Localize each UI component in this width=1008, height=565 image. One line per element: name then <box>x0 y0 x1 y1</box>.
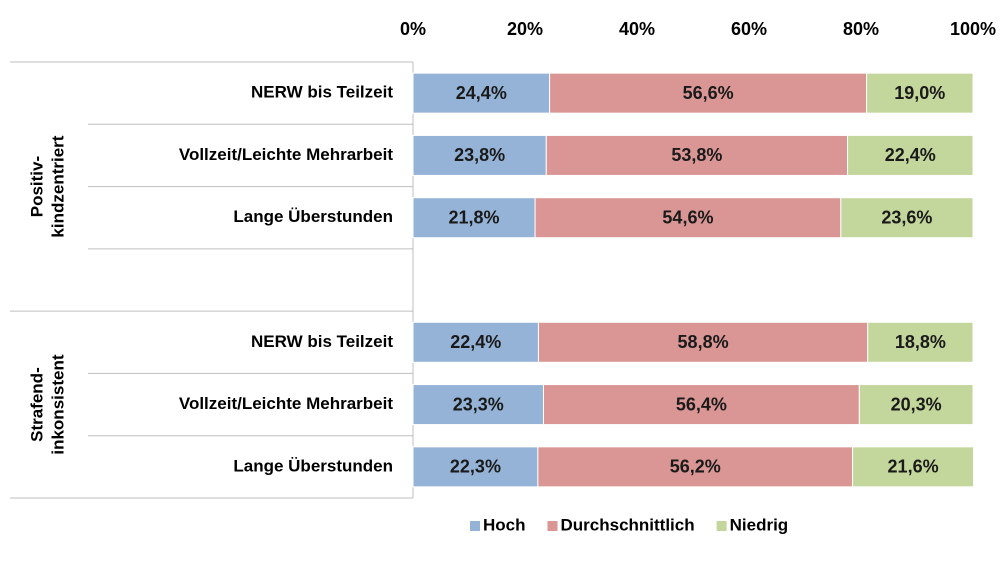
bar-segment <box>840 197 974 239</box>
bar-segment <box>412 134 547 176</box>
bar-segment <box>412 197 536 239</box>
bar-segment <box>867 321 974 363</box>
value-label: 56,2% <box>670 457 721 477</box>
x-tick-label: 20% <box>507 19 543 39</box>
legend-label: Durchschnittlich <box>561 515 695 534</box>
value-label: 20,3% <box>891 394 942 414</box>
bar-segment <box>858 384 974 426</box>
category-label: Lange Überstunden <box>233 456 393 475</box>
x-tick-label: 100% <box>950 19 996 39</box>
bar-segment <box>549 72 868 114</box>
x-tick-label: 40% <box>619 19 655 39</box>
category-label: Vollzeit/Leichte Mehrarbeit <box>179 394 393 413</box>
bar-segment <box>412 384 544 426</box>
legend-swatch <box>547 521 558 531</box>
bar-segment <box>847 134 974 176</box>
group-label: Positiv- <box>27 156 46 217</box>
bar-segment <box>412 321 539 363</box>
category-label: Lange Überstunden <box>233 207 393 226</box>
bar-segment <box>537 321 869 363</box>
category-label: NERW bis Teilzeit <box>251 332 393 351</box>
legend-label: Hoch <box>483 515 526 534</box>
value-label: 19,0% <box>894 83 945 103</box>
value-label: 56,6% <box>683 83 734 103</box>
bar-segment <box>534 197 842 239</box>
value-label: 22,4% <box>885 145 936 165</box>
legend-label: Niedrig <box>730 515 789 534</box>
x-tick-label: 60% <box>731 19 767 39</box>
value-label: 21,6% <box>888 457 939 477</box>
bar-segment <box>412 446 539 488</box>
value-label: 56,4% <box>676 394 727 414</box>
bar-segment <box>537 446 854 488</box>
legend-swatch <box>716 521 727 531</box>
value-label: 23,6% <box>881 207 932 227</box>
category-label: NERW bis Teilzeit <box>251 83 393 102</box>
bar-segment <box>866 72 974 114</box>
value-label: 53,8% <box>671 145 722 165</box>
value-label: 21,8% <box>449 207 500 227</box>
bar-segment <box>545 134 849 176</box>
value-label: 22,4% <box>450 332 501 352</box>
value-label: 23,8% <box>454 145 505 165</box>
legend-swatch <box>470 521 480 531</box>
x-tick-label: 0% <box>400 19 426 39</box>
bar-segment <box>852 446 975 488</box>
value-label: 58,8% <box>678 332 729 352</box>
value-label: 22,3% <box>450 457 501 477</box>
value-label: 24,4% <box>456 83 507 103</box>
group-label: inkonsistent <box>48 354 67 454</box>
bar-segment <box>542 384 860 426</box>
value-label: 23,3% <box>453 394 504 414</box>
x-tick-label: 80% <box>843 19 879 39</box>
category-label: Vollzeit/Leichte Mehrarbeit <box>179 145 393 164</box>
group-label: Strafend- <box>27 367 46 442</box>
value-label: 18,8% <box>895 332 946 352</box>
group-label: kindzentriert <box>48 135 67 237</box>
value-label: 54,6% <box>662 207 713 227</box>
